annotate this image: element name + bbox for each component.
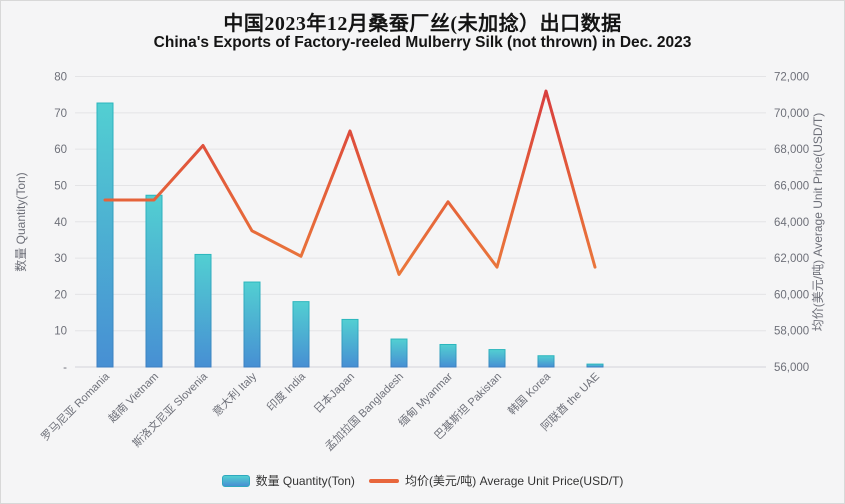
chart-legend: 数量 Quantity(Ton) 均价(美元/吨) Average Unit P…	[1, 472, 844, 489]
category-label: 韩国 Korea	[505, 369, 554, 418]
category-label: 孟加拉国 Bangladesh	[322, 369, 406, 453]
bar-4[interactable]	[243, 281, 261, 368]
legend-quantity-label: 数量 Quantity(Ton)	[255, 474, 355, 488]
left-axis-tick-labels: 80 70 60 50 40 30 20 10 -	[54, 72, 67, 375]
chart-title-chinese: 中国2023年12月桑蚕厂丝(未加捻）出口数据	[223, 13, 622, 35]
bar-5[interactable]	[292, 301, 310, 368]
line-series	[103, 89, 597, 276]
bar-3[interactable]	[194, 253, 212, 368]
category-label: 罗马尼亚 Romania	[39, 369, 113, 443]
category-label: 印度 India	[264, 369, 309, 414]
left-axis-tick: 80	[54, 72, 67, 84]
line-series-swatch-icon	[368, 478, 399, 483]
bar-8[interactable]	[439, 343, 457, 368]
category-label: 日本Japan	[310, 369, 357, 416]
bar-10[interactable]	[537, 355, 555, 368]
left-axis-tick: 30	[54, 253, 67, 265]
left-axis-tick: 40	[54, 217, 67, 229]
left-axis-tick: 10	[54, 326, 67, 338]
right-axis-tick: 60,000	[774, 289, 809, 301]
gridlines	[75, 76, 766, 368]
legend-item-price[interactable]: 均价(美元/吨) Average Unit Price(USD/T)	[368, 472, 624, 489]
bar-1[interactable]	[96, 102, 114, 368]
category-label: 意大利 Italy	[209, 369, 259, 419]
bar-series-swatch-icon	[221, 474, 250, 487]
chart-title-english: China's Exports of Factory-reeled Mulber…	[153, 34, 692, 51]
left-axis-tick: 20	[54, 289, 67, 301]
bar-11[interactable]	[586, 363, 604, 368]
right-axis-tick: 68,000	[774, 144, 809, 156]
legend-price-label: 均价(美元/吨) Average Unit Price(USD/T)	[404, 474, 624, 488]
left-axis-tick: 70	[54, 108, 67, 120]
bar-9[interactable]	[488, 349, 506, 368]
bar-2[interactable]	[145, 194, 163, 368]
right-axis-tick: 58,000	[774, 326, 809, 338]
bar-6[interactable]	[341, 318, 359, 368]
legend-item-quantity[interactable]: 数量 Quantity(Ton)	[221, 472, 355, 489]
right-axis-tick: 62,000	[774, 253, 809, 265]
right-axis-tick: 72,000	[774, 72, 809, 84]
right-axis-tick: 64,000	[774, 217, 809, 229]
bar-7[interactable]	[390, 338, 408, 368]
category-label: 越南 Vietnam	[105, 369, 161, 425]
bar-series	[96, 102, 604, 368]
price-line[interactable]	[103, 89, 597, 276]
right-axis-tick: 70,000	[774, 108, 809, 120]
left-axis-tick: -	[63, 362, 67, 374]
right-axis-tick: 56,000	[774, 362, 809, 374]
left-axis-title: 数量 Quantity(Ton)	[13, 172, 28, 271]
right-axis-tick: 66,000	[774, 180, 809, 192]
right-axis-tick-labels: 72,000 70,000 68,000 66,000 64,000 62,000 60,0…	[774, 72, 809, 375]
right-axis-title: 均价(美元/吨) Average Unit Price(USD/T)	[811, 113, 825, 331]
left-axis-tick: 50	[54, 180, 67, 192]
left-axis-tick: 60	[54, 144, 67, 156]
